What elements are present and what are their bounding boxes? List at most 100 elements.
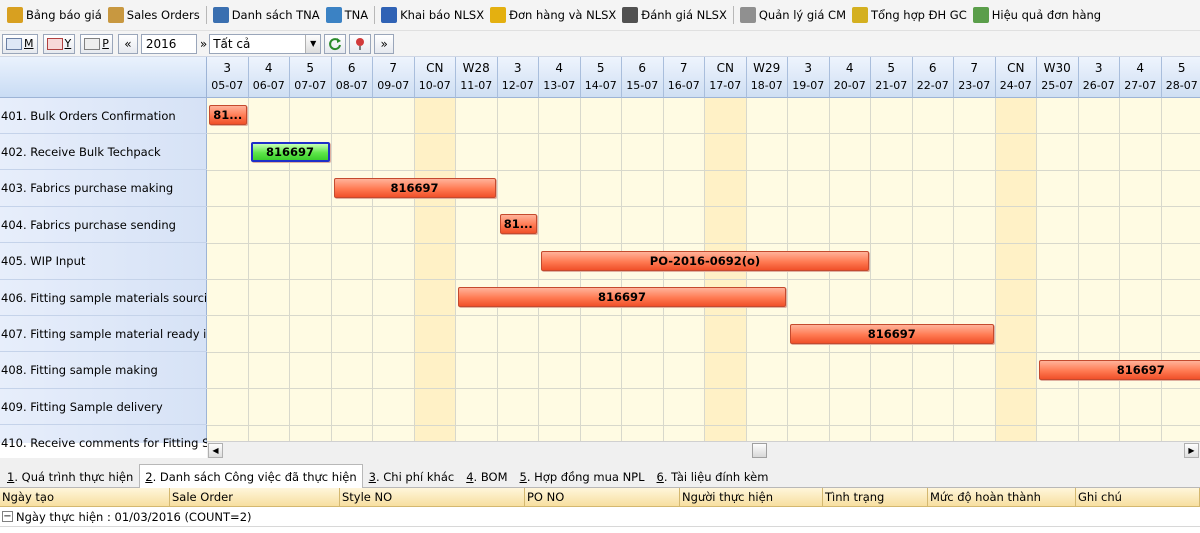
day-column bbox=[456, 98, 498, 443]
day-header-cell: 4 20-07 bbox=[829, 57, 871, 98]
day-label: CN bbox=[1007, 61, 1025, 75]
filter-pin-button[interactable] bbox=[349, 33, 372, 54]
day-header-cell: W29 18-07 bbox=[746, 57, 788, 98]
toolbar-button-1[interactable]: Sales Orders bbox=[105, 4, 203, 26]
view-year-button[interactable]: Y bbox=[42, 33, 76, 54]
task-label: 405. WIP Input bbox=[1, 254, 86, 269]
gantt-bar[interactable]: 81... bbox=[499, 214, 537, 235]
next-button[interactable]: » bbox=[374, 33, 395, 54]
scrollbar-thumb[interactable] bbox=[752, 443, 767, 458]
gantt-bar[interactable]: 816697 bbox=[1039, 360, 1200, 380]
toolbar-button-8[interactable]: Tổng hợp ĐH GC bbox=[849, 4, 970, 26]
toolbar-button-2[interactable]: Danh sách TNA bbox=[210, 4, 323, 26]
task-row[interactable]: 402. Receive Bulk Techpack bbox=[0, 134, 207, 171]
print-button[interactable]: P bbox=[80, 33, 113, 54]
task-row[interactable]: 410. Receive comments for Fitting Sa... bbox=[0, 426, 207, 462]
collapse-icon[interactable]: − bbox=[2, 511, 13, 522]
date-label: 19-07 bbox=[792, 79, 825, 92]
date-label: 23-07 bbox=[958, 79, 991, 92]
gantt-bar[interactable]: 81... bbox=[209, 105, 247, 126]
task-row[interactable]: 401. Bulk Orders Confirmation bbox=[0, 98, 207, 134]
column-header[interactable]: Người thực hiện bbox=[680, 488, 823, 506]
tab-hotkey: 4 bbox=[466, 470, 474, 484]
task-row[interactable]: 406. Fitting sample materials sourcing bbox=[0, 280, 207, 316]
day-header-cell: 6 08-07 bbox=[331, 57, 373, 98]
row-divider bbox=[207, 279, 1200, 280]
task-row[interactable]: 404. Fabrics purchase sending bbox=[0, 207, 207, 244]
day-label: 7 bbox=[389, 61, 398, 75]
refresh-button[interactable] bbox=[324, 33, 347, 54]
dropdown-arrow-icon[interactable]: ▼ bbox=[305, 34, 321, 53]
date-label: 26-07 bbox=[1082, 79, 1115, 92]
date-label: 08-07 bbox=[335, 79, 368, 92]
tab-label: . Danh sách Công việc đã thực hiện bbox=[152, 469, 357, 484]
date-label: 09-07 bbox=[377, 79, 410, 92]
toolbar-button-5[interactable]: Đơn hàng và NLSX bbox=[487, 4, 619, 26]
gantt-bar[interactable]: PO-2016-0692(o) bbox=[541, 250, 869, 271]
column-header[interactable]: Ghi chú bbox=[1076, 488, 1200, 506]
task-label: 407. Fitting sample material ready in s.… bbox=[1, 326, 207, 341]
day-column bbox=[332, 98, 373, 443]
day-header-cell: 4 27-07 bbox=[1120, 57, 1162, 98]
panel-splitter[interactable] bbox=[0, 458, 1200, 462]
day-header-cell: 3 19-07 bbox=[788, 57, 830, 98]
group-row[interactable]: − Ngày thực hiện : 01/03/2016 (COUNT=2) bbox=[0, 507, 1200, 527]
column-header[interactable]: Sale Order bbox=[170, 488, 340, 506]
column-header[interactable]: Tình trạng bbox=[823, 488, 928, 506]
row-divider bbox=[207, 242, 1200, 244]
tab-4[interactable]: 4. BOM bbox=[460, 466, 513, 487]
horizontal-scrollbar[interactable]: ◀ ▶ bbox=[207, 441, 1200, 458]
row-divider bbox=[207, 169, 1200, 171]
toolbar-button-6[interactable]: Đánh giá NLSX bbox=[619, 4, 730, 26]
day-column bbox=[1037, 98, 1079, 443]
status-filter-select[interactable]: Tất cả ▼ bbox=[209, 33, 322, 54]
task-label: 410. Receive comments for Fitting Sa... bbox=[1, 436, 207, 451]
tab-1[interactable]: 1. Quá trình thực hiện bbox=[1, 466, 139, 487]
task-row[interactable]: 408. Fitting sample making bbox=[0, 353, 207, 389]
tab-2[interactable]: 2. Danh sách Công việc đã thực hiện bbox=[139, 464, 363, 488]
calendar-month-icon bbox=[6, 37, 22, 50]
task-row[interactable]: 403. Fabrics purchase making bbox=[0, 171, 207, 207]
day-label: 6 bbox=[347, 61, 356, 75]
day-header-cell: 3 12-07 bbox=[497, 57, 539, 98]
tab-6[interactable]: 6. Tài liệu đính kèm bbox=[651, 466, 775, 487]
tna-icon bbox=[325, 7, 342, 23]
column-header[interactable]: Ngày tạo bbox=[0, 488, 170, 506]
day-header-cell: 4 06-07 bbox=[248, 57, 290, 98]
task-label: 401. Bulk Orders Confirmation bbox=[1, 108, 176, 123]
row-divider bbox=[207, 388, 1200, 390]
toolbar-button-3[interactable]: TNA bbox=[323, 4, 372, 26]
date-label: 13-07 bbox=[543, 79, 576, 92]
date-label: 15-07 bbox=[626, 79, 659, 92]
column-header[interactable]: PO NO bbox=[525, 488, 680, 506]
toolbar-button-7[interactable]: Quản lý giá CM bbox=[737, 4, 849, 26]
day-header-cell: 3 05-07 bbox=[207, 57, 249, 98]
toolbar-separator bbox=[374, 6, 376, 24]
tab-5[interactable]: 5. Hợp đồng mua NPL bbox=[514, 466, 651, 487]
task-row[interactable]: 405. WIP Input bbox=[0, 244, 207, 280]
gantt-bar[interactable]: 816697 bbox=[458, 287, 786, 308]
scroll-left-icon[interactable]: ◀ bbox=[208, 443, 223, 458]
toolbar-button-0[interactable]: Bảng báo giá bbox=[4, 4, 105, 26]
gantt-bar[interactable]: 816697 bbox=[790, 323, 994, 344]
column-header[interactable]: Mức độ hoàn thành bbox=[928, 488, 1076, 506]
previous-year-button[interactable]: « bbox=[117, 33, 138, 54]
day-header-cell: 3 26-07 bbox=[1078, 57, 1120, 98]
day-header-cell: 4 13-07 bbox=[539, 57, 581, 98]
year-input[interactable] bbox=[140, 33, 197, 54]
scroll-right-icon[interactable]: ▶ bbox=[1184, 443, 1199, 458]
toolbar-button-4[interactable]: Khai báo NLSX bbox=[378, 4, 487, 26]
date-label: 21-07 bbox=[875, 79, 908, 92]
view-month-button[interactable]: M bbox=[2, 33, 38, 54]
toolbar-button-label: Bảng báo giá bbox=[26, 8, 102, 22]
toolbar-button-label: Danh sách TNA bbox=[231, 8, 320, 22]
column-header[interactable]: Style NO bbox=[340, 488, 525, 506]
weekend-column bbox=[414, 98, 456, 443]
toolbar-button-9[interactable]: Hiệu quả đơn hàng bbox=[970, 4, 1104, 26]
task-row[interactable]: 409. Fitting Sample delivery bbox=[0, 389, 207, 426]
day-column bbox=[290, 98, 332, 443]
task-row[interactable]: 407. Fitting sample material ready in s.… bbox=[0, 316, 207, 353]
gantt-bar[interactable]: 816697 bbox=[333, 178, 496, 198]
tab-3[interactable]: 3. Chi phí khác bbox=[363, 466, 461, 487]
gantt-bar[interactable]: 816697 bbox=[250, 141, 330, 162]
